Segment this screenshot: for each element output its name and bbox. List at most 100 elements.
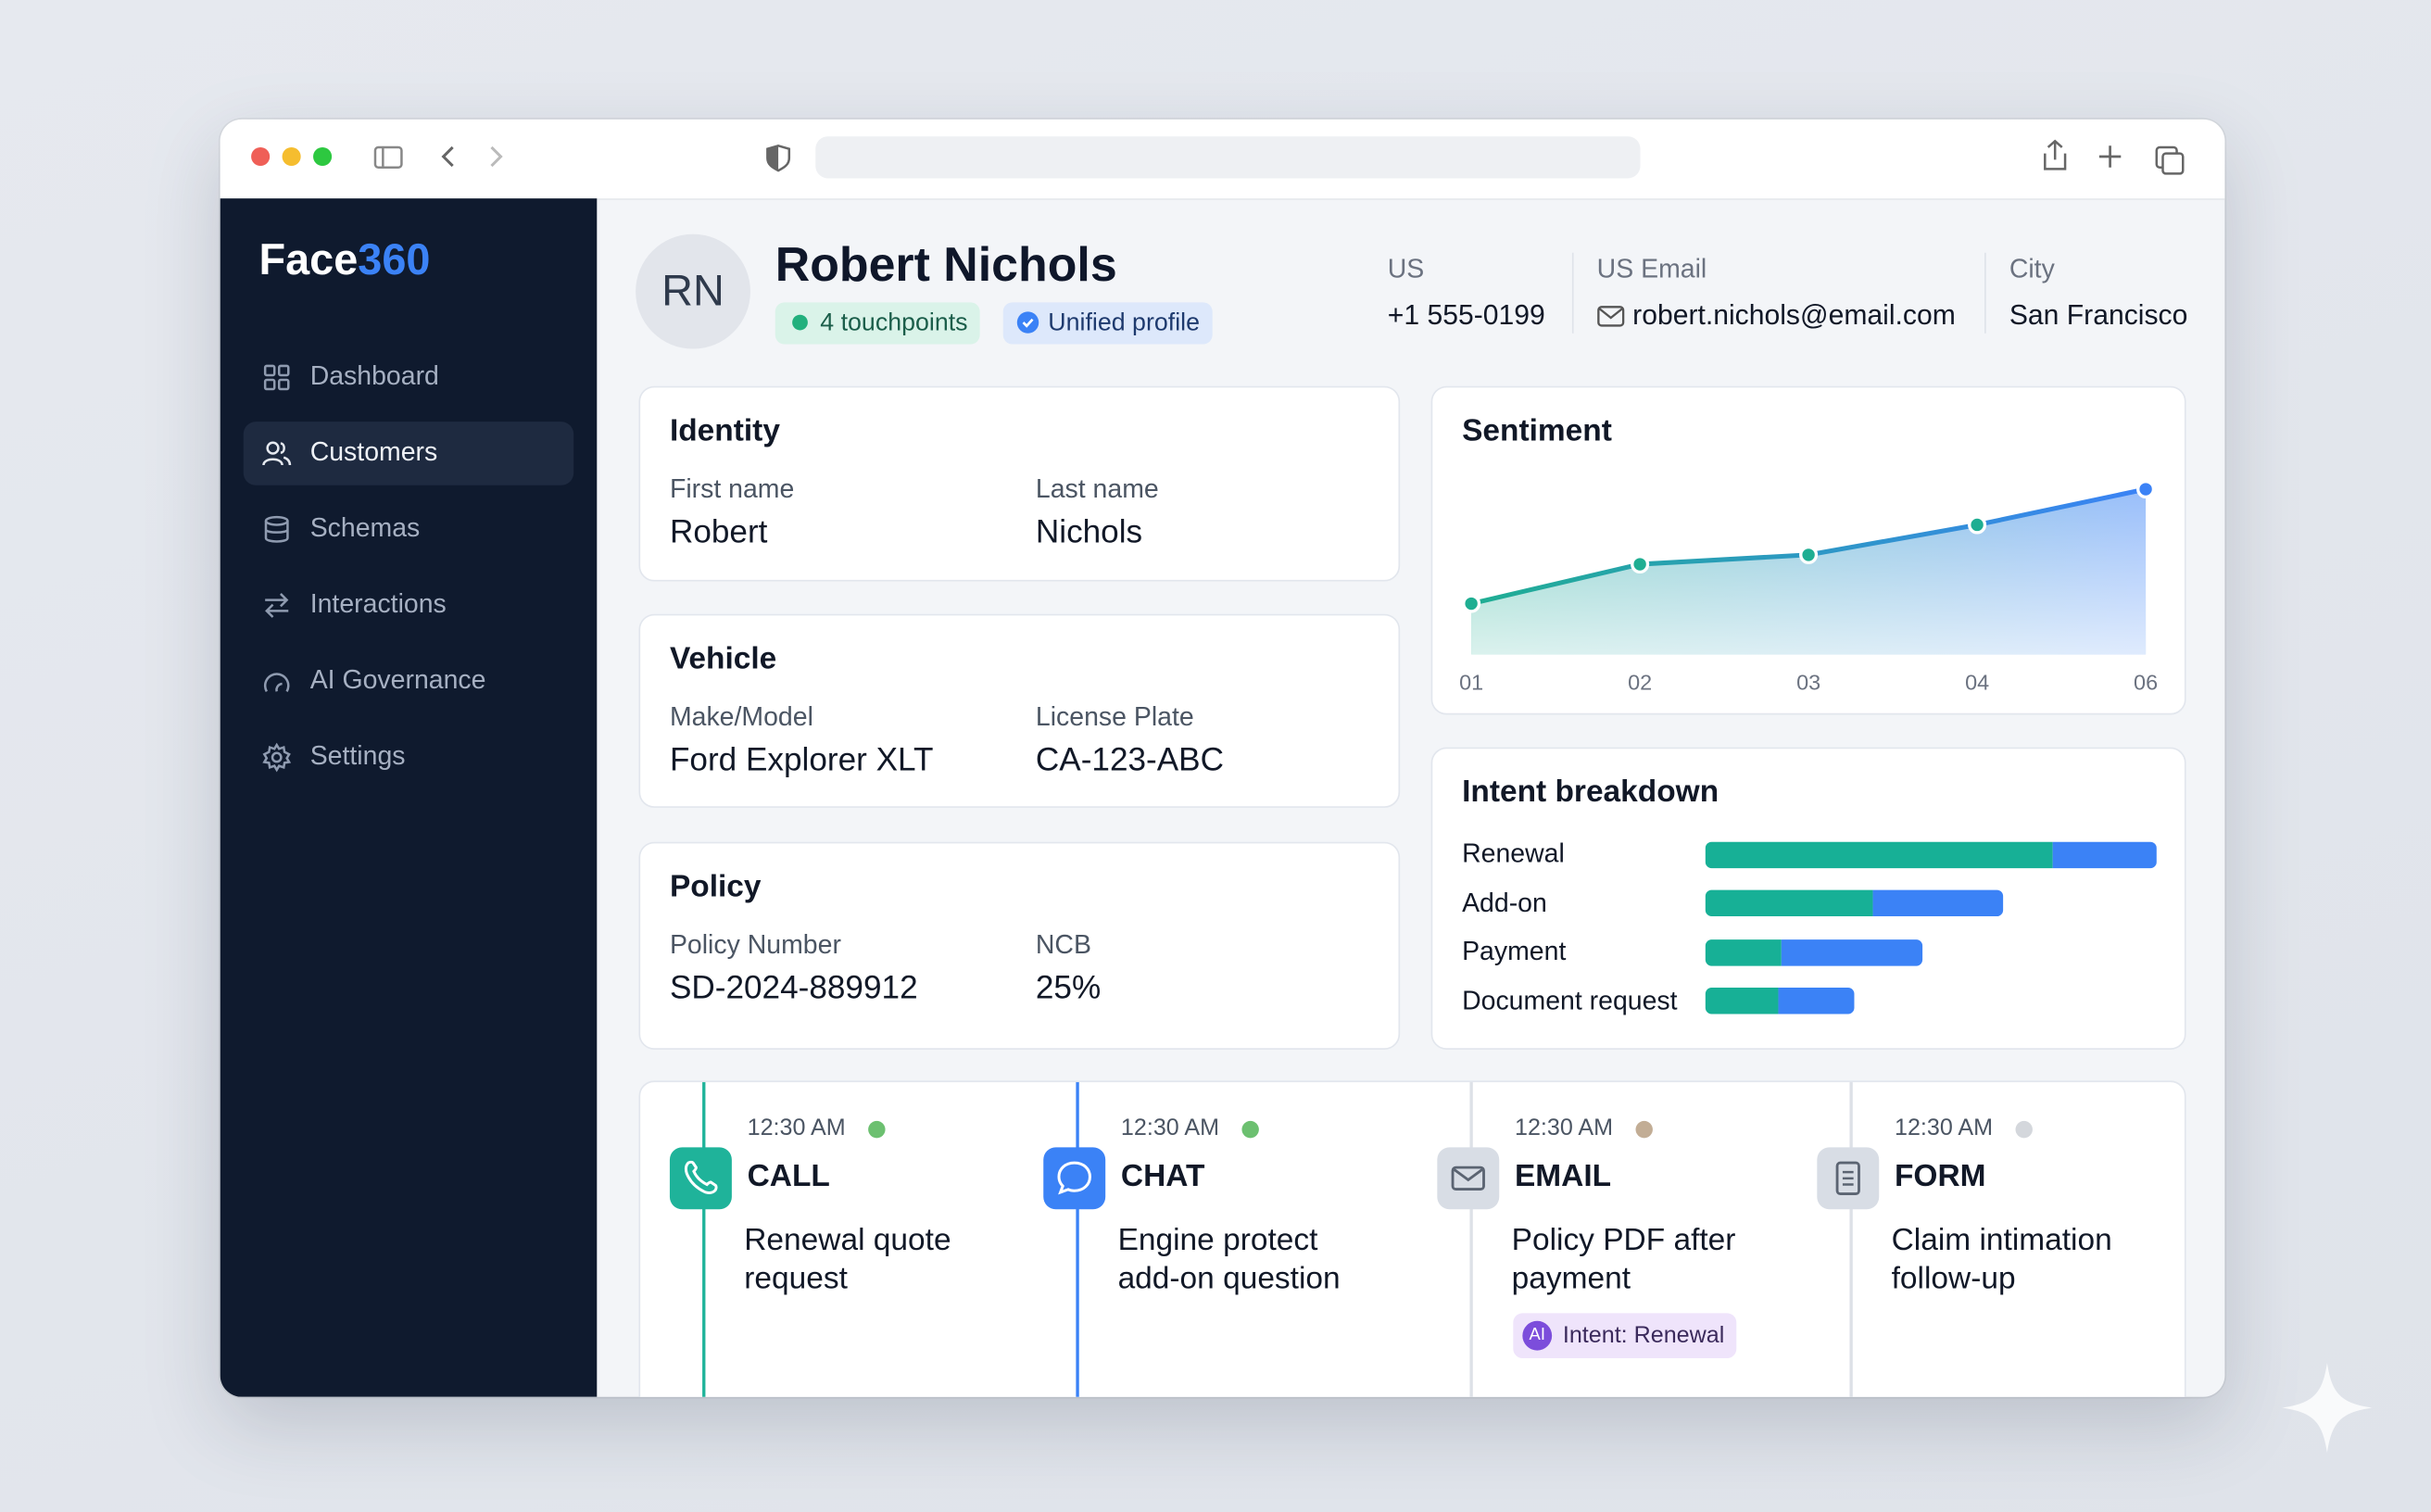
sidebar: Face360 Dashboard Customers Schemas Interact… <box>220 198 598 1397</box>
event-text: Engine protect add-on question <box>1117 1223 1341 1297</box>
sentiment-point <box>1799 545 1819 564</box>
info-card: Identity First name Robert Last name Nichols <box>638 385 1401 582</box>
sentiment-point <box>1968 515 1987 535</box>
sentiment-point <box>1631 554 1650 574</box>
timeline-rail <box>1849 1082 1852 1397</box>
event-time: 12:30 AM <box>747 1115 846 1141</box>
info-card: Vehicle Make/Model Ford Explorer XLT Licens… <box>638 613 1401 808</box>
channel-icon <box>1043 1147 1106 1210</box>
status-dot <box>2015 1120 2033 1139</box>
nav-item[interactable]: Customers <box>309 436 438 467</box>
x-tick-label: 06 <box>2134 671 2158 695</box>
card-title: Intent breakdown <box>1462 775 1719 810</box>
status-dot <box>1635 1120 1653 1139</box>
sentiment-point <box>2136 479 2156 499</box>
badge-icon <box>792 314 808 331</box>
x-tick-label: 03 <box>1796 671 1820 695</box>
nav-item[interactable]: Dashboard <box>309 360 439 391</box>
browser-chrome <box>251 136 2185 179</box>
intent-bar <box>1782 939 1922 965</box>
nav-icon <box>262 742 292 773</box>
nav-icon <box>262 441 292 466</box>
badge: 4 touchpoints <box>775 302 980 345</box>
card-title: Identity <box>669 413 780 448</box>
contact-value: San Francisco <box>2009 298 2188 331</box>
event-time: 12:30 AM <box>1894 1115 1994 1141</box>
timeline-rail <box>702 1082 705 1397</box>
contact-value: robert.nichols@email.com <box>1632 298 1956 331</box>
channel-icon <box>1817 1147 1880 1210</box>
browser-window: Face360 Dashboard Customers Schemas Interact… <box>220 119 2225 1397</box>
event-channel: CALL <box>747 1159 830 1194</box>
timeline-rail <box>1469 1082 1472 1397</box>
field-value: Nichols <box>1035 514 1143 551</box>
sentiment-chart: 01 02 03 04 06 <box>1459 479 2158 695</box>
brand-accent: 360 <box>358 235 431 284</box>
status-dot <box>1241 1120 1259 1139</box>
event-time: 12:30 AM <box>1120 1115 1220 1141</box>
channel-icon <box>1437 1147 1500 1210</box>
event-channel: EMAIL <box>1514 1159 1612 1194</box>
area-fade <box>1471 489 2147 655</box>
card-title: Policy <box>669 869 762 904</box>
intent-bar <box>1705 840 2053 868</box>
intent-bar <box>1705 988 1778 1014</box>
info-card: Policy Policy Number SD-2024-889912 NCB 25% <box>638 841 1401 1050</box>
contact-divider <box>1984 252 1986 334</box>
field-label: Make/Model <box>669 702 813 732</box>
nav-icon <box>265 593 289 618</box>
event-text: Renewal quote request <box>744 1223 951 1297</box>
x-tick-label: 04 <box>1965 671 1989 695</box>
nav-icon <box>263 673 290 692</box>
intent-label: Payment <box>1462 936 1567 966</box>
badge-text: Unified profile <box>1048 309 1200 337</box>
event-text: Claim intimation follow-up <box>1891 1223 2112 1297</box>
intent-label: Renewal <box>1462 838 1565 869</box>
intent-bar <box>1871 889 2004 917</box>
field-label: NCB <box>1035 930 1091 960</box>
field-label: License Plate <box>1035 702 1194 732</box>
field-value: CA-123-ABC <box>1035 742 1225 779</box>
brand-name: Face <box>258 235 359 284</box>
nav-icon <box>264 515 289 543</box>
card-title: Sentiment <box>1462 413 1612 448</box>
field-label: Last name <box>1035 474 1159 504</box>
intent-label: Add-on <box>1462 888 1547 917</box>
field-label: Policy Number <box>669 930 841 960</box>
nav-item[interactable]: Schemas <box>309 512 421 543</box>
field-value: Ford Explorer XLT <box>669 742 934 779</box>
field-value: 25% <box>1035 970 1102 1007</box>
timeline-card: 12:30 AM CALL Renewal quote request 12:30 A… <box>638 1080 2186 1397</box>
card-title: Vehicle <box>669 641 777 676</box>
badge-text: 4 touchpoints <box>820 309 968 337</box>
event-channel: FORM <box>1894 1159 1986 1194</box>
avatar: RN <box>636 233 750 349</box>
nav-item[interactable]: Interactions <box>309 588 447 619</box>
intent-bar <box>1705 939 1782 965</box>
contact-label: US Email <box>1596 254 1707 284</box>
brand: Face360 <box>258 235 430 285</box>
sentiment-card: Sentiment 01 02 03 04 06 <box>1430 385 2186 715</box>
nav-item[interactable]: AI Governance <box>309 664 486 695</box>
intent-card: Intent breakdown Renewal Add-on Payment Docu… <box>1430 747 2186 1050</box>
event-text: Policy PDF after payment <box>1511 1223 1736 1297</box>
tag-text: Intent: Renewal <box>1562 1322 1725 1349</box>
sparkle <box>2282 1362 2373 1454</box>
profile-name: Robert Nichols <box>775 237 1117 292</box>
x-tick-label: 02 <box>1628 671 1652 695</box>
contact-value: +1 555-0199 <box>1387 298 1545 331</box>
nav-item[interactable]: Settings <box>309 740 406 771</box>
nav-active-bg <box>243 422 574 485</box>
intent-tag: AI Intent: Renewal <box>1513 1313 1737 1358</box>
contact-label: US <box>1387 254 1425 284</box>
contact-label: City <box>2009 254 2055 284</box>
badge-icon <box>1016 311 1039 334</box>
field-label: First name <box>669 474 795 504</box>
timeline-rail <box>1076 1082 1078 1397</box>
nav-icon <box>263 364 290 391</box>
status-dot <box>868 1120 886 1139</box>
email-icon <box>1597 306 1625 327</box>
badge: Unified profile <box>1002 302 1213 345</box>
